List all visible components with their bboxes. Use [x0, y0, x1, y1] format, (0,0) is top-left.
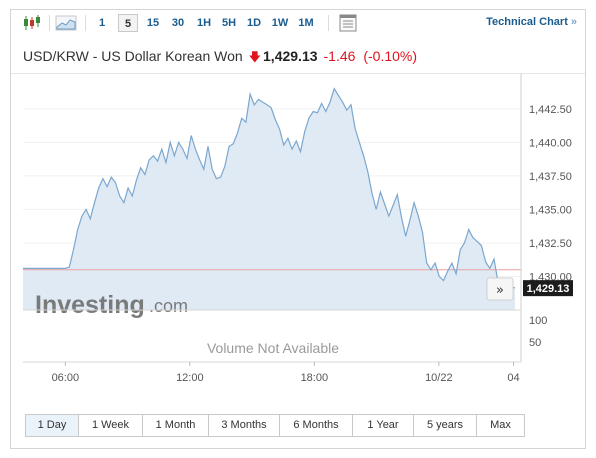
- watermark-logo: Investing: [35, 291, 145, 319]
- volume-tick-100: 100: [529, 315, 547, 327]
- interval-15[interactable]: 15: [146, 17, 160, 29]
- scroll-right-button[interactable]: »: [486, 277, 514, 301]
- volume-not-available: Volume Not Available: [207, 340, 339, 356]
- interval-5h[interactable]: 5H: [221, 17, 237, 29]
- technical-chart-label: Technical Chart: [486, 16, 568, 28]
- price-change-percent: (-0.10%): [363, 48, 418, 64]
- instrument-title: USD/KRW - US Dollar Korean Won: [23, 48, 243, 64]
- header-divider: [11, 73, 585, 74]
- double-chevron-right-icon: »: [570, 16, 577, 28]
- price-chart[interactable]: 1,442.50 1,440.00 1,437.50 1,435.00 1,432.50…: [11, 10, 585, 405]
- x-tick-label: 04: [507, 372, 519, 384]
- period-1-month[interactable]: 1 Month: [143, 415, 209, 436]
- interval-1w[interactable]: 1W: [271, 17, 289, 29]
- period-1-week[interactable]: 1 Week: [79, 415, 143, 436]
- toolbar-divider: [85, 15, 86, 31]
- area-chart-icon[interactable]: [55, 14, 77, 32]
- interval-30[interactable]: 30: [171, 17, 185, 29]
- toolbar-divider: [328, 15, 329, 31]
- y-tick-label: 1,435.00: [529, 204, 572, 216]
- price-area: [23, 88, 515, 310]
- x-tick-label: 18:00: [301, 372, 329, 384]
- x-tick-label: 06:00: [52, 372, 80, 384]
- price-line: [23, 87, 516, 290]
- period-6-months[interactable]: 6 Months: [280, 415, 353, 436]
- interval-5[interactable]: 5: [118, 14, 138, 32]
- y-tick-label: 1,440.00: [529, 137, 572, 149]
- volume-tick-50: 50: [529, 337, 541, 349]
- toolbar-divider: [49, 15, 50, 31]
- y-axis-ticks: 1,442.50 1,440.00 1,437.50 1,435.00 1,432.50…: [529, 104, 572, 284]
- period-3-months[interactable]: 3 Months: [209, 415, 280, 436]
- double-chevron-right-icon: »: [496, 283, 504, 298]
- period-max[interactable]: Max: [490, 419, 511, 431]
- candlestick-icon[interactable]: [22, 14, 42, 32]
- last-price: 1,429.13: [263, 48, 318, 64]
- period-1-year[interactable]: 1 Year: [353, 415, 414, 436]
- indicators-icon[interactable]: [339, 14, 357, 32]
- y-tick-label: 1,442.50: [529, 104, 572, 116]
- y-tick-label: 1,437.50: [529, 171, 572, 183]
- down-arrow-icon: 🡇: [248, 50, 262, 64]
- last-price-tag: 1,429.13: [523, 280, 573, 297]
- interval-1[interactable]: 1: [98, 17, 106, 29]
- interval-1d[interactable]: 1D: [246, 17, 262, 29]
- quote-header: USD/KRW - US Dollar Korean Won 🡇 1,429.13-…: [23, 48, 417, 69]
- price-change: -1.46: [323, 48, 356, 64]
- x-axis-ticks: 06:00 12:00 18:00 10/22 04: [52, 362, 520, 384]
- interval-1m[interactable]: 1M: [298, 17, 314, 29]
- svg-text:1,429.13: 1,429.13: [527, 283, 570, 295]
- period-1-day[interactable]: 1 Day: [26, 415, 79, 436]
- time-range-selector: 1 Day 1 Week 1 Month 3 Months 6 Months 1…: [25, 414, 525, 437]
- interval-1h[interactable]: 1H: [196, 17, 212, 29]
- watermark-suffix: .com: [149, 296, 188, 316]
- period-5-years[interactable]: 5 years: [414, 415, 477, 436]
- technical-chart-link[interactable]: Technical Chart»: [486, 16, 577, 28]
- chart-widget: 1 5 15 30 1H 5H 1D 1W 1M Technical Chart…: [10, 9, 586, 449]
- x-tick-label: 10/22: [425, 372, 453, 384]
- x-tick-label: 12:00: [176, 372, 204, 384]
- y-tick-label: 1,432.50: [529, 238, 572, 250]
- chart-toolbar: 1 5 15 30 1H 5H 1D 1W 1M Technical Chart…: [11, 10, 585, 38]
